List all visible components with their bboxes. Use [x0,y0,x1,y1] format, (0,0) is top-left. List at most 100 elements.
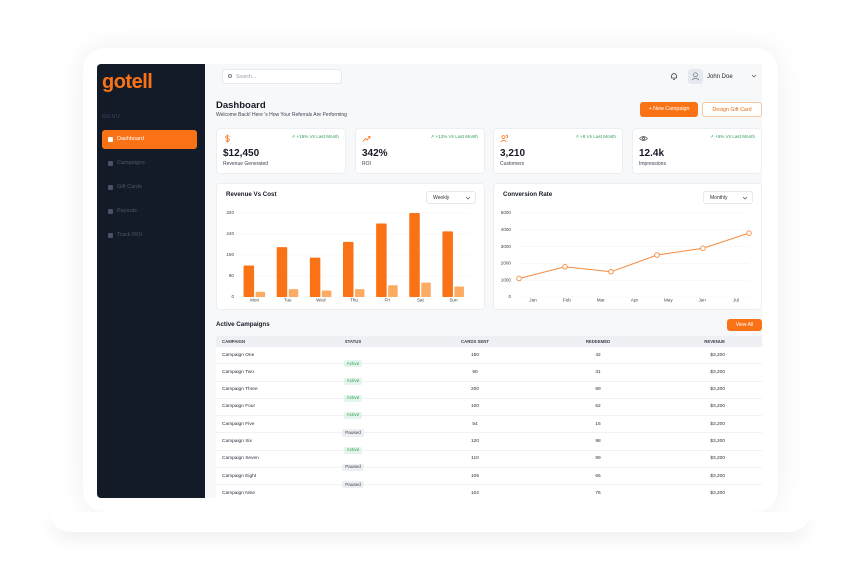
stat-icon-shape [500,134,509,143]
status-cell: Paused [333,491,373,498]
table-cell: 200 [470,387,479,393]
bar [355,289,365,297]
table-cell: 98 [595,439,601,444]
status-cell: Paused [333,474,373,489]
table-title: Active Campaigns [216,321,270,328]
stat-card: ↗ +18% Vs Last Month $12,450 Revenue Gener… [216,128,346,174]
table-cell: $3,200 [710,473,725,479]
table-cell: 110 [471,456,479,462]
y-tick-label: 160 [226,252,234,257]
stat-card: ↗ +12% Vs Last Month 342% ROI [355,128,485,174]
bar [421,282,431,297]
x-tick-label: Wed [316,298,326,303]
new-campaign-button[interactable]: + New Campaign [640,102,698,117]
search-box[interactable]: Search... [222,69,342,84]
bar [343,241,354,297]
y-tick-label: 0 [231,294,234,299]
stat-icon-shape [225,134,230,143]
x-tick-label: Sun [449,298,458,303]
table-cell: $3,200 [710,439,725,444]
stat-icon-shape [639,136,648,141]
chart-dropdown[interactable]: Weekly [426,191,476,204]
chevron-shape [742,196,748,200]
view-all-button[interactable]: View All [727,319,762,331]
search-placeholder: Search... [236,73,257,80]
table-row: Campaign One Active 150 42 $3,200 [216,347,762,368]
stat-card: ↗ +8 Vs Last Month 3,210 Customers [493,128,623,174]
stat-icon [500,134,509,143]
line-chart: 0 1000 2000 3000 4000 5000 Jan Feb Mar Apr May Jun J… [501,210,752,303]
stat-change: ↗ +5% Vs Last Month [709,134,755,139]
x-tick-label: Tue [284,298,292,303]
table-cell: $3,200 [710,369,725,375]
x-tick-label: Jun [698,298,706,303]
nav-icon [108,208,113,214]
x-tick-label: Fri [384,298,389,303]
stat-icon [362,136,371,142]
nav-item[interactable]: Campaigns [102,154,197,173]
bar [255,291,266,297]
stat-value: 12.4k [639,148,665,159]
y-tick-label: 1000 [501,277,512,282]
stat-card: ↗ +5% Vs Last Month 12.4k Impressions [632,128,762,174]
bar [309,257,321,297]
bell-shape [671,73,677,80]
table-row: Campaign Four Active 100 62 $3,200 [216,399,762,420]
table-cell: Campaign Nine [222,490,256,496]
table: CAMPAIGN STATUS CARDS SENT REDEEMED REVENUE C… [216,336,762,498]
y-tick-label: 240 [226,231,234,236]
user-name[interactable]: John Doe [707,74,733,80]
x-tick-label: Thu [350,298,358,303]
nav-item[interactable]: Payouts [102,202,197,221]
table-cell: 42 [595,352,601,358]
nav-item[interactable]: Dashboard [102,129,197,149]
stat-label: ROI [362,160,371,167]
stat-label: Customers [500,160,525,167]
table-cell: 105 [470,473,479,479]
table-cell: 120 [470,439,479,444]
table-cell: Campaign Two [222,369,254,375]
nav-label: Dashboard [117,135,144,142]
device-base [50,512,810,532]
table-cell: 54 [472,421,478,427]
status-cell: Active [333,353,373,368]
x-tick-label: Feb [563,298,571,303]
x-tick-label: Jul [733,298,739,303]
search-icon [228,74,232,78]
table-cell: 90 [472,369,478,375]
status-badge: Paused [342,481,364,489]
table-cell: 31 [595,369,601,375]
y-tick-label: 320 [226,210,234,215]
dropdown-chevron [742,196,748,200]
y-tick-label: 80 [229,273,235,278]
table-cell: $3,200 [710,352,725,358]
table-cell: $3,200 [710,421,725,427]
bar [442,231,453,297]
table-cell: 89 [595,387,601,393]
table-cell: $3,200 [710,387,725,393]
status-cell: Active [333,439,373,454]
point [746,230,752,236]
avatar-body [691,77,700,81]
status-badge: Paused [342,429,364,437]
column-header: REVENUE [704,338,725,344]
table-cell: $3,200 [710,456,725,462]
avatar-icon [691,72,700,81]
chevron [751,74,757,78]
bell-icon [671,73,677,80]
chart-dropdown[interactable]: Monthly [703,191,753,204]
table-cell: 15 [595,421,601,427]
menu-label: MENU [102,114,121,120]
table-row: Campaign Six Active 120 98 $3,200 [216,434,762,454]
chevron-shape [751,74,757,78]
nav-label: Track ROI [117,231,142,238]
gift-card-button[interactable]: Design Gift Card [702,102,762,117]
page-title: Dashboard [216,100,266,111]
nav-item[interactable]: Track ROI [102,226,197,245]
status-badge: Active [343,360,363,368]
stat-label: Revenue Generated [223,160,269,167]
point [654,252,660,258]
nav-item[interactable]: Gift Cards [102,178,197,197]
stat-icon [225,134,230,143]
y-tick-label: 0 [508,294,511,299]
